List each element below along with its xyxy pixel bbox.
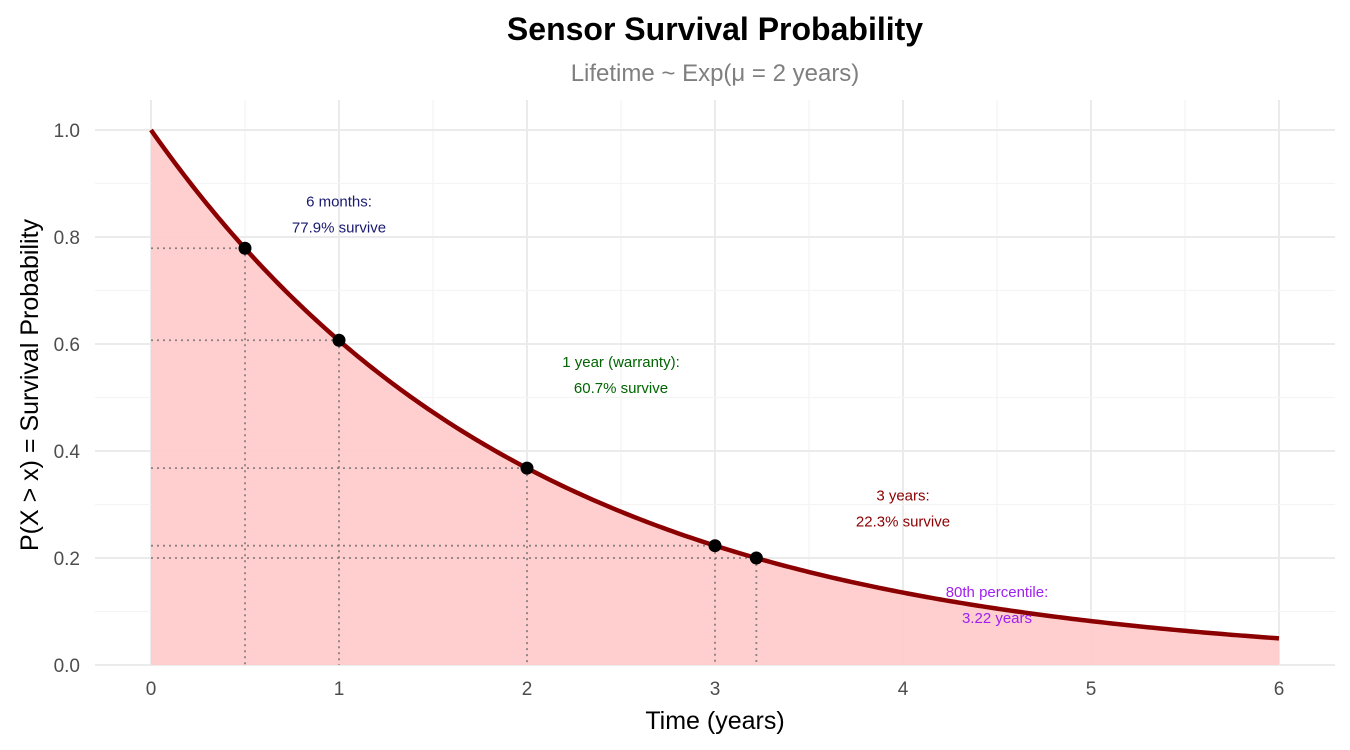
data-point	[708, 539, 722, 553]
chart-subtitle: Lifetime ~ Exp(μ = 2 years)	[571, 60, 860, 87]
annotations: 6 months: 77.9% survive 1 year (warranty):…	[292, 193, 1048, 627]
annotation-value: 22.3% survive	[856, 514, 950, 531]
data-point	[749, 551, 763, 565]
x-tick-label: 2	[522, 679, 533, 700]
x-axis-title: Time (years)	[645, 707, 784, 735]
data-point	[520, 461, 534, 475]
y-axis-title: P(X > x) = Survival Probability	[16, 218, 44, 551]
y-tick-label: 0.2	[54, 549, 80, 570]
annotation-label: 1 year (warranty):	[562, 354, 680, 371]
x-tick-label: 4	[898, 679, 909, 700]
survival-area	[151, 130, 1279, 665]
area-fill	[151, 130, 1279, 665]
x-tick-label: 5	[1086, 679, 1097, 700]
highlight-points	[238, 241, 763, 565]
y-tick-label: 1.0	[54, 121, 80, 142]
reference-lines	[151, 247, 758, 665]
y-tick-label: 0.4	[54, 442, 81, 463]
annotation-value: 3.22 years	[962, 610, 1032, 627]
annotation-label: 3 years:	[876, 488, 929, 505]
data-point	[332, 333, 346, 347]
x-tick-label: 1	[334, 679, 345, 700]
y-tick-label: 0.8	[54, 228, 80, 249]
annotation-value: 60.7% survive	[574, 380, 668, 397]
chart-title: Sensor Survival Probability	[507, 11, 923, 47]
data-point	[238, 241, 252, 255]
annotation-label: 6 months:	[306, 193, 372, 210]
annotation-value: 77.9% survive	[292, 219, 386, 236]
x-tick-label: 6	[1274, 679, 1285, 700]
x-tick-label: 0	[146, 679, 157, 700]
x-tick-label: 3	[710, 679, 721, 700]
tick-labels: 0 1 2 3 4 5 6 0.0 0.2 0.4 0.6 0.8 1.0	[54, 121, 1285, 700]
y-tick-label: 0.6	[54, 335, 80, 356]
annotation-label: 80th percentile:	[946, 584, 1049, 601]
y-tick-label: 0.0	[54, 656, 80, 677]
